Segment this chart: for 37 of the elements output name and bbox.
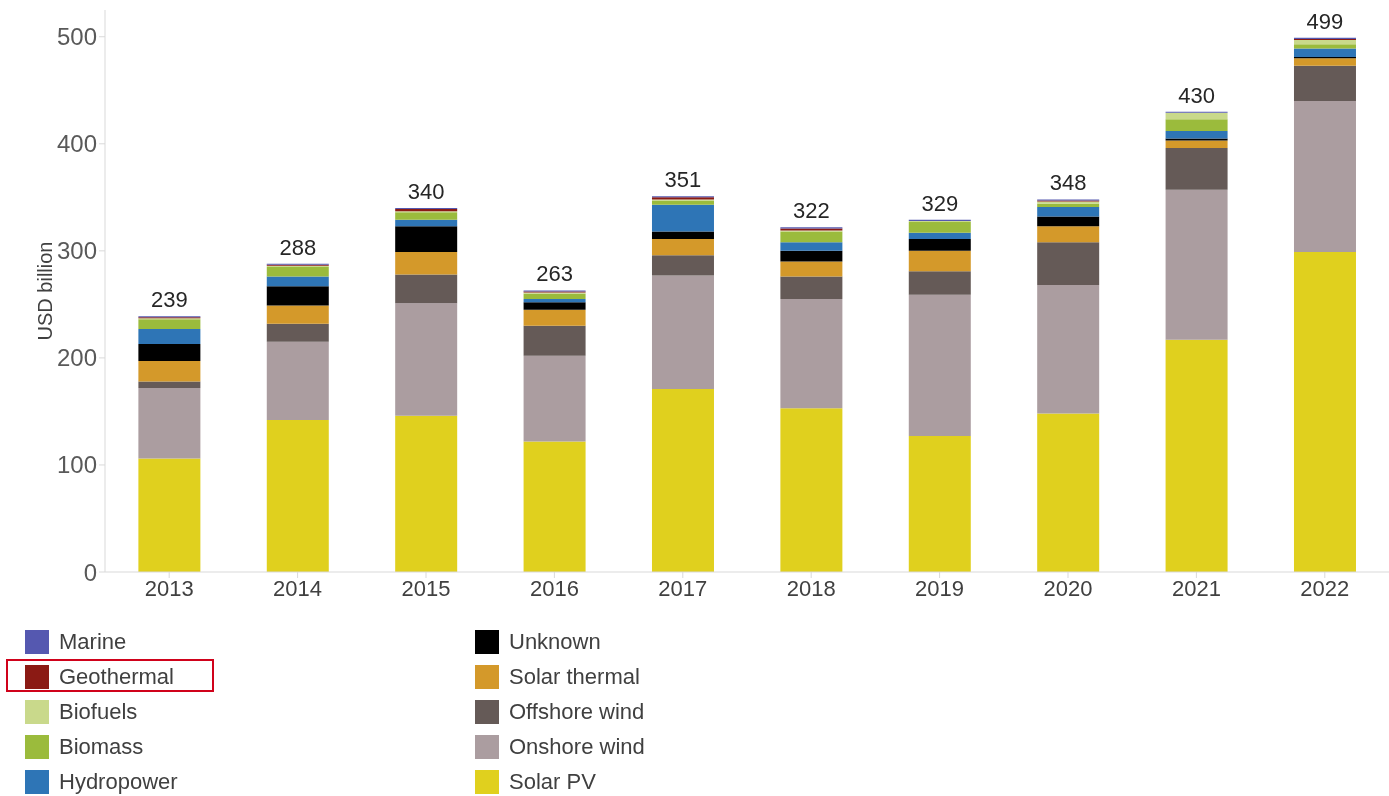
total-label: 499: [1306, 8, 1344, 34]
x-tick-label: 2014: [273, 575, 323, 601]
y-tick-label: 200: [56, 344, 97, 372]
total-label: 329: [921, 190, 959, 216]
legend-label: Unknown: [509, 628, 601, 655]
x-tick-label: 2018: [786, 575, 836, 601]
x-tick-label: 2013: [144, 575, 194, 601]
legend-label: Geothermal: [59, 663, 174, 690]
legend-label: Offshore wind: [509, 698, 645, 725]
x-tick-label: 2016: [529, 575, 579, 601]
legend-label: Marine: [59, 628, 127, 655]
legend-label: Solar thermal: [509, 663, 640, 690]
x-tick-label: 2017: [658, 575, 708, 601]
total-label: 288: [279, 234, 317, 260]
total-label: 340: [407, 179, 445, 205]
total-label: 351: [664, 167, 702, 193]
y-tick-label: 0: [83, 558, 97, 586]
legend-label: Solar PV: [509, 768, 596, 795]
legend-label: Biomass: [59, 733, 144, 760]
y-tick-label: 100: [56, 451, 97, 479]
total-label: 263: [536, 261, 573, 287]
total-label: 348: [1049, 170, 1087, 196]
total-label: 239: [151, 287, 188, 313]
y-tick-label: 400: [56, 130, 97, 158]
legend-label: Biofuels: [59, 698, 138, 725]
y-tick-label: 500: [56, 23, 97, 51]
x-tick-label: 2020: [1043, 575, 1093, 601]
legend-label: Onshore wind: [509, 733, 645, 760]
total-label: 322: [793, 198, 830, 224]
total-label: 430: [1178, 82, 1215, 108]
x-tick-label: 2021: [1171, 575, 1221, 601]
y-tick-label: 300: [56, 237, 97, 265]
y-axis-title: USD billion: [34, 241, 57, 341]
x-tick-label: 2019: [915, 575, 965, 601]
x-tick-label: 2022: [1300, 575, 1350, 601]
legend-label: Hydropower: [59, 768, 178, 795]
x-tick-label: 2015: [401, 575, 451, 601]
